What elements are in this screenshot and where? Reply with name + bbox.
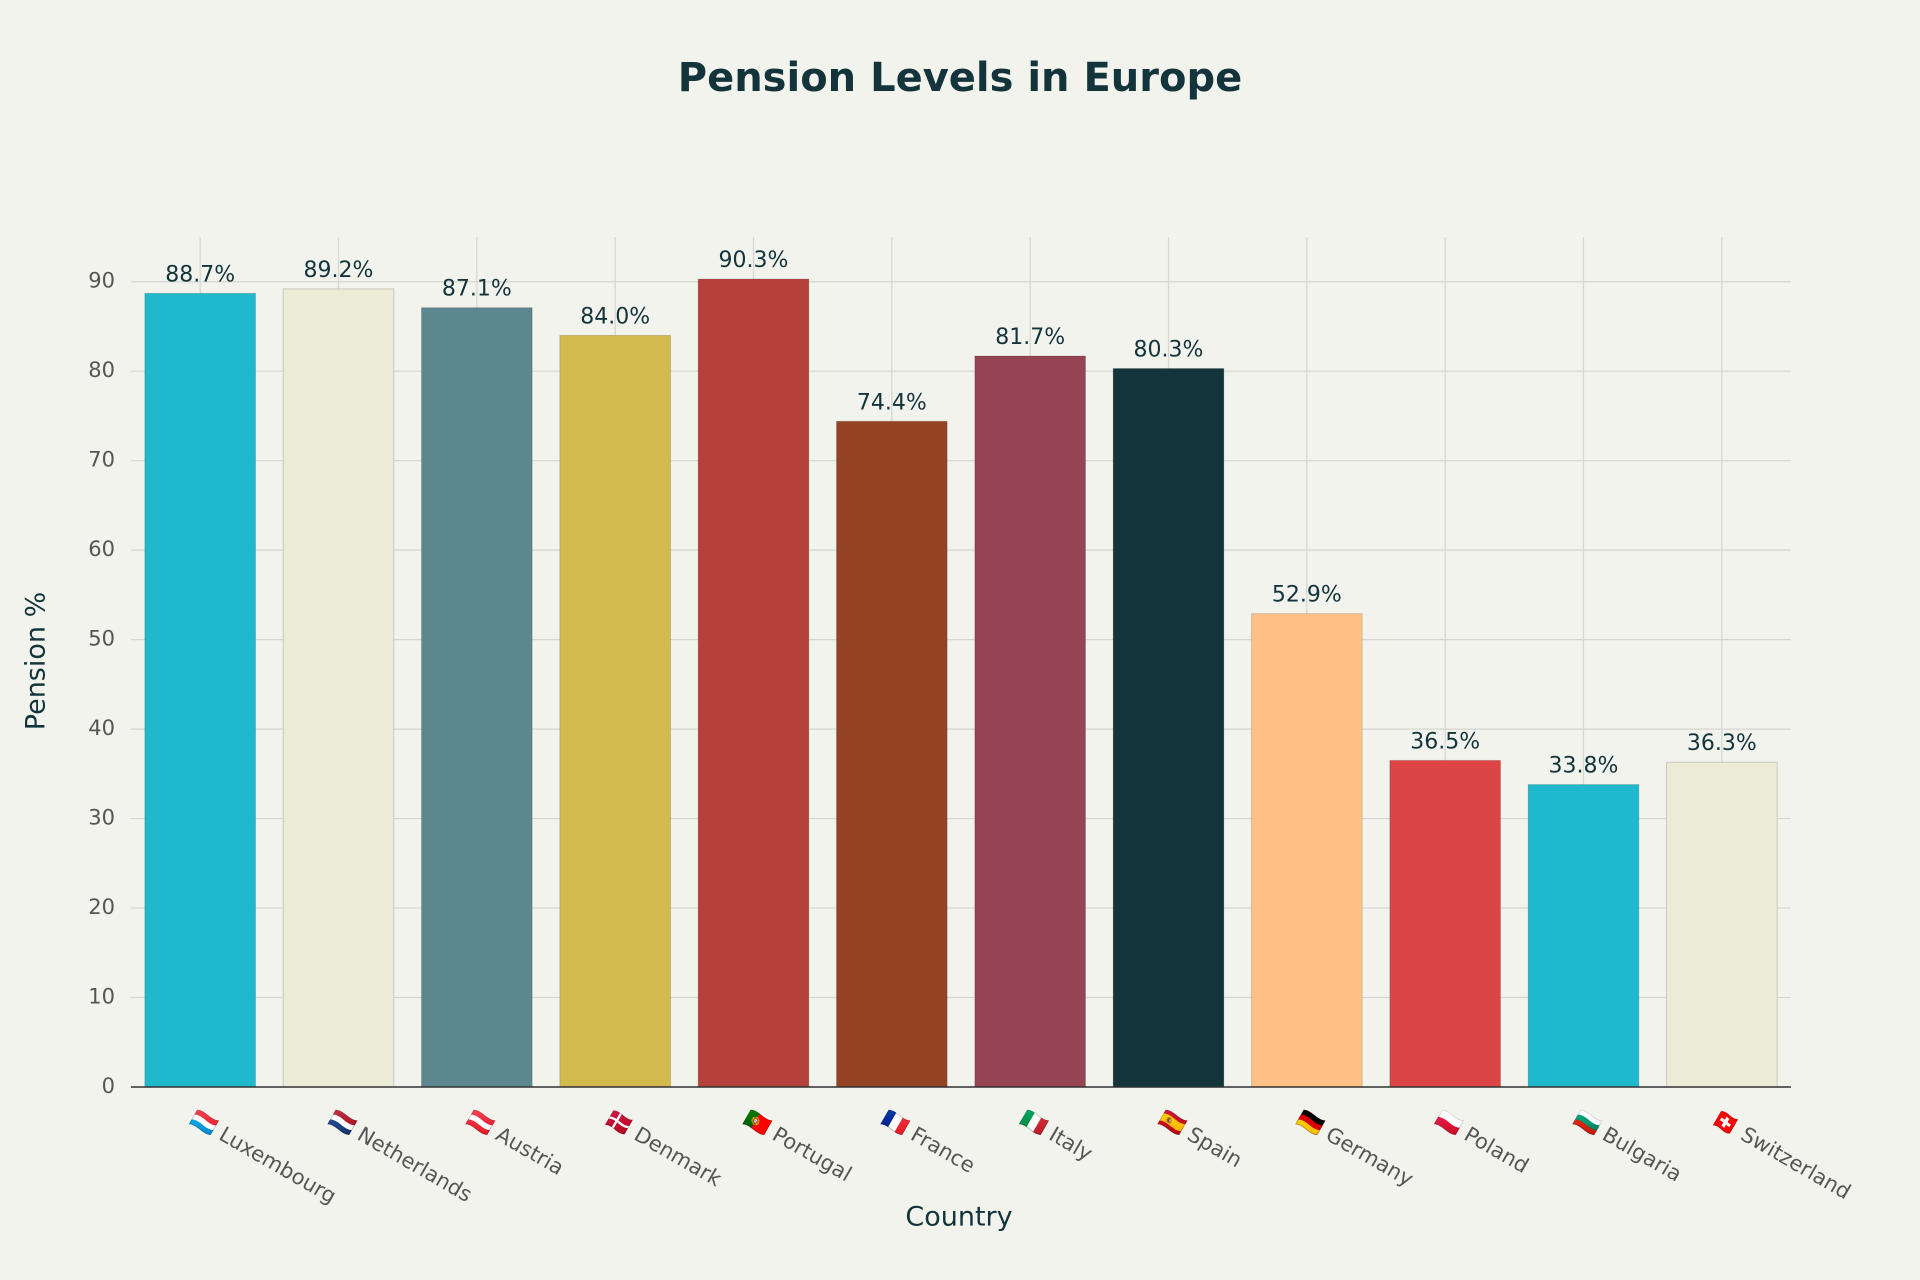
y-tick-label: 90 [88, 269, 115, 293]
bar [836, 420, 948, 1088]
value-label: 36.3% [1687, 731, 1757, 756]
bar [1527, 784, 1640, 1088]
value-label: 87.1% [442, 277, 512, 302]
value-label: 80.3% [1134, 338, 1204, 363]
y-tick-label: 20 [88, 895, 115, 919]
bar [144, 292, 256, 1088]
value-label: 90.3% [719, 248, 789, 273]
value-label: 84.0% [580, 304, 650, 329]
chart-title: Pension Levels in Europe [678, 55, 1242, 101]
bar [421, 307, 533, 1088]
y-tick-label: 70 [88, 448, 115, 472]
y-tick-label: 0 [102, 1074, 115, 1098]
value-label: 89.2% [304, 258, 374, 283]
y-tick-label: 10 [88, 985, 115, 1009]
value-label: 88.7% [165, 262, 235, 287]
value-label: 36.5% [1410, 729, 1480, 754]
x-axis-title: Country [905, 1202, 1012, 1233]
value-label: 74.4% [857, 390, 927, 415]
bar [974, 355, 1086, 1088]
y-tick-label: 60 [88, 537, 115, 561]
bar [282, 288, 395, 1088]
bar [1112, 368, 1225, 1088]
bar [697, 278, 810, 1088]
bar [559, 334, 671, 1088]
value-label: 81.7% [995, 325, 1065, 350]
y-tick-label: 40 [88, 716, 115, 740]
bar [1666, 761, 1778, 1088]
y-tick-label: 50 [88, 627, 115, 651]
y-tick-label: 30 [88, 806, 115, 830]
y-tick-label: 80 [88, 358, 115, 382]
y-axis-title: Pension % [21, 592, 52, 730]
value-label: 33.8% [1549, 754, 1619, 779]
value-label: 52.9% [1272, 583, 1342, 608]
bar [1251, 613, 1363, 1088]
bar [1389, 759, 1502, 1088]
